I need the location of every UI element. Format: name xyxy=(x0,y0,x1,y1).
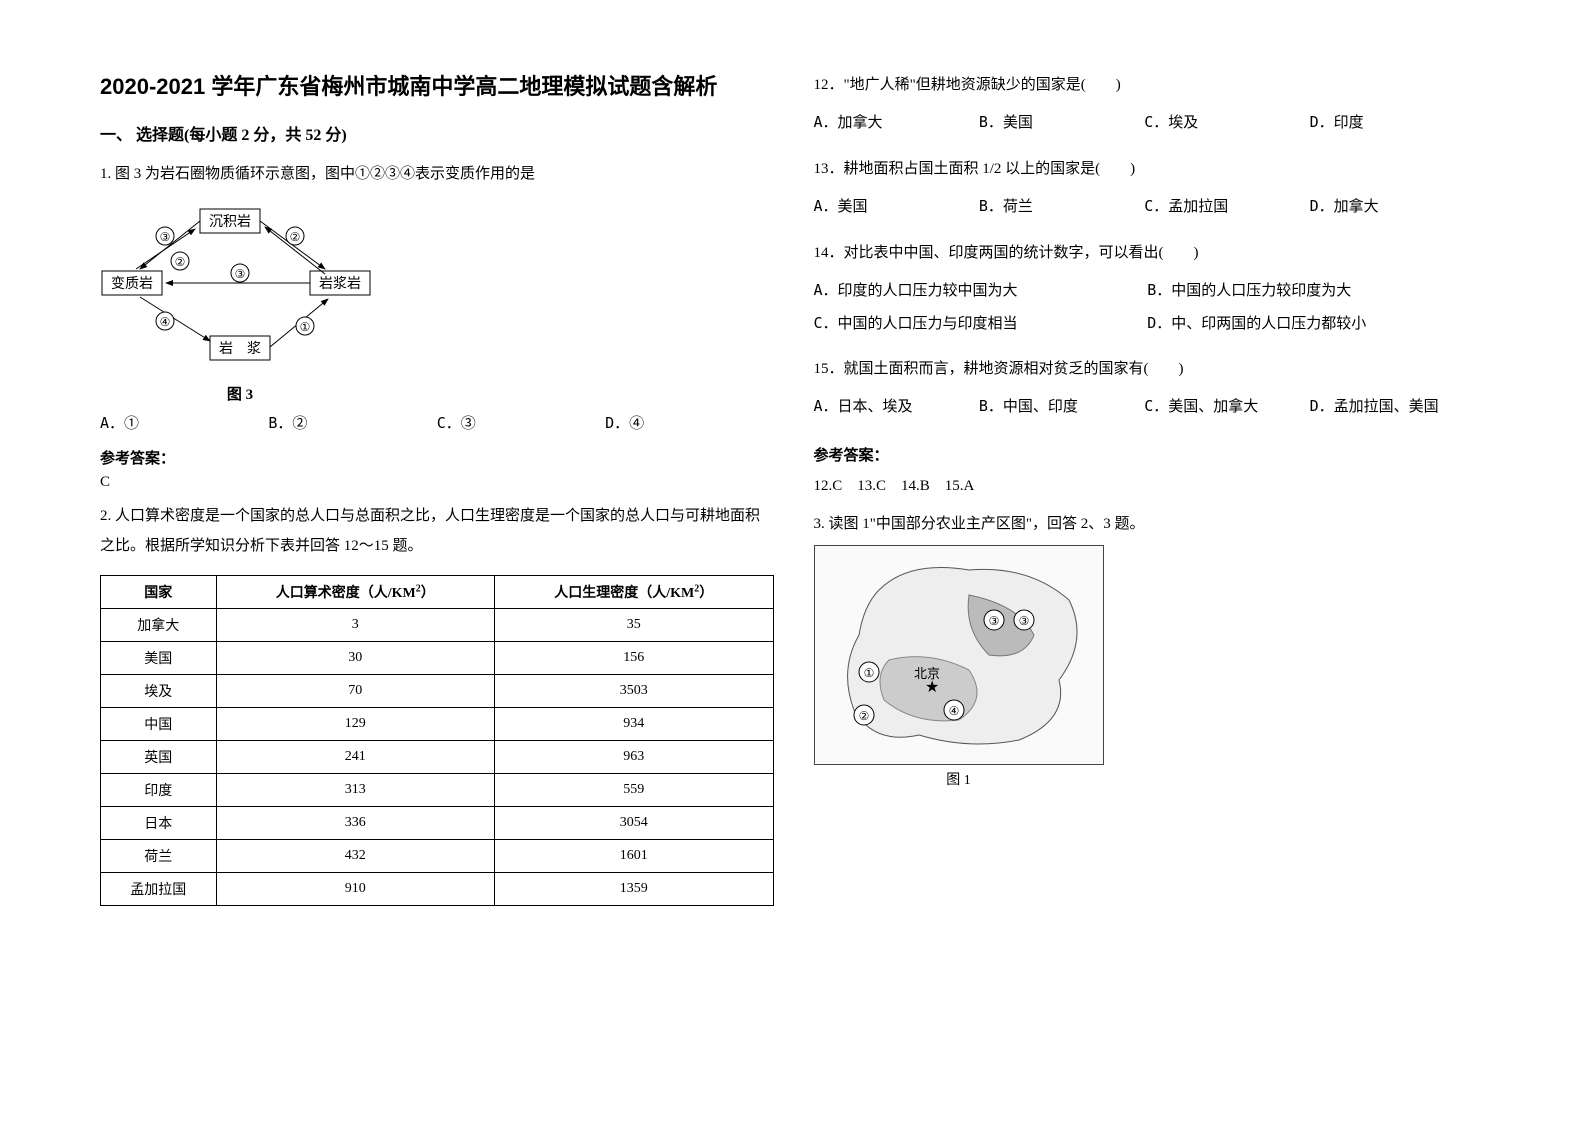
q1-stem: 1. 图 3 为岩石圈物质循环示意图，图中①②③④表示变质作用的是 xyxy=(100,159,774,189)
q13-a: A．美国 xyxy=(814,190,976,223)
q2-intro: 2. 人口算术密度是一个国家的总人口与总面积之比，人口生理密度是一个国家的总人口… xyxy=(100,501,774,561)
q15-b: B．中国、印度 xyxy=(979,390,1141,423)
svg-text:③: ③ xyxy=(235,267,246,281)
node-sed: 沉积岩 xyxy=(209,214,251,230)
q14-d: D．中、印两国的人口压力都较小 xyxy=(1147,307,1477,340)
fig1-caption: 图 1 xyxy=(814,769,1104,789)
section-head: 一、 选择题(每小题 2 分，共 52 分) xyxy=(100,121,774,145)
q14-a: A．印度的人口压力较中国为大 xyxy=(814,274,1144,307)
q1-opt-d: D．④ xyxy=(605,412,773,433)
th-phys: 人口生理密度（人/KM2） xyxy=(494,576,773,609)
th-arith: 人口算术密度（人/KM2） xyxy=(216,576,494,609)
q1-answer-label: 参考答案： xyxy=(100,447,774,468)
doc-title: 2020-2021 学年广东省梅州市城南中学高二地理模拟试题含解析 xyxy=(100,70,774,103)
svg-text:①: ① xyxy=(300,320,311,334)
node-magma: 岩 浆 xyxy=(219,341,261,357)
q13: 13．耕地面积占国土面积 1/2 以上的国家是( ) A．美国 B．荷兰 C．孟… xyxy=(814,154,1488,224)
table-row: 荷兰4321601 xyxy=(101,840,774,873)
node-meta: 变质岩 xyxy=(111,276,153,292)
node-ign: 岩浆岩 xyxy=(319,276,361,292)
table-row: 加拿大335 xyxy=(101,609,774,642)
svg-text:③: ③ xyxy=(988,614,999,628)
table-row: 孟加拉国9101359 xyxy=(101,873,774,906)
q14: 14．对比表中中国、印度两国的统计数字，可以看出( ) A．印度的人口压力较中国… xyxy=(814,238,1488,340)
svg-text:④: ④ xyxy=(948,704,959,718)
svg-text:②: ② xyxy=(858,709,869,723)
q15-stem: 15．就国土面积而言，耕地资源相对贫乏的国家有( ) xyxy=(814,354,1488,384)
svg-text:③: ③ xyxy=(160,230,171,244)
q15: 15．就国土面积而言，耕地资源相对贫乏的国家有( ) A．日本、埃及 B．中国、… xyxy=(814,354,1488,424)
q15-d: D．孟加拉国、美国 xyxy=(1310,390,1472,423)
q14-c: C．中国的人口压力与印度相当 xyxy=(814,307,1144,340)
svg-text:③: ③ xyxy=(1018,614,1029,628)
q13-d: D．加拿大 xyxy=(1310,190,1472,223)
q1-opt-a: A．① xyxy=(100,412,268,433)
table-row: 英国241963 xyxy=(101,741,774,774)
right-column: 12．"地广人稀"但耕地资源缺少的国家是( ) A．加拿大 B．美国 C．埃及 … xyxy=(814,70,1488,1052)
svg-text:①: ① xyxy=(863,666,874,680)
fig3-caption: 图 3 xyxy=(100,383,380,404)
q1-answer: C xyxy=(100,474,774,491)
q13-c: C．孟加拉国 xyxy=(1144,190,1306,223)
q14-stem: 14．对比表中中国、印度两国的统计数字，可以看出( ) xyxy=(814,238,1488,268)
svg-text:★: ★ xyxy=(925,679,939,696)
q12-c: C．埃及 xyxy=(1144,106,1306,139)
density-table: 国家 人口算术密度（人/KM2） 人口生理密度（人/KM2） 加拿大335美国3… xyxy=(100,575,774,906)
svg-text:②: ② xyxy=(175,255,186,269)
q15-a: A．日本、埃及 xyxy=(814,390,976,423)
q1-opt-b: B．② xyxy=(268,412,436,433)
q1-opt-c: C．③ xyxy=(437,412,605,433)
figure-3: 沉积岩 变质岩 岩浆岩 岩 浆 ② ③ ② ③ ④ ① xyxy=(100,201,380,381)
q3-stem: 3. 读图 1"中国部分农业主产区图"，回答 2、3 题。 xyxy=(814,509,1488,539)
q12-a: A．加拿大 xyxy=(814,106,976,139)
table-header-row: 国家 人口算术密度（人/KM2） 人口生理密度（人/KM2） xyxy=(101,576,774,609)
q13-stem: 13．耕地面积占国土面积 1/2 以上的国家是( ) xyxy=(814,154,1488,184)
q13-b: B．荷兰 xyxy=(979,190,1141,223)
q14-b: B．中国的人口压力较印度为大 xyxy=(1147,274,1477,307)
svg-text:②: ② xyxy=(290,230,301,244)
table-row: 日本3363054 xyxy=(101,807,774,840)
table-row: 美国30156 xyxy=(101,642,774,675)
answers2-text: 12.C 13.C 14.B 15.A xyxy=(814,471,1488,501)
q12-b: B．美国 xyxy=(979,106,1141,139)
q1-options: A．① B．② C．③ D．④ xyxy=(100,412,774,433)
left-column: 2020-2021 学年广东省梅州市城南中学高二地理模拟试题含解析 一、 选择题… xyxy=(100,70,774,1052)
th-country: 国家 xyxy=(101,576,217,609)
q15-c: C．美国、加拿大 xyxy=(1144,390,1306,423)
svg-text:④: ④ xyxy=(160,315,171,329)
table-row: 埃及703503 xyxy=(101,675,774,708)
q12-stem: 12．"地广人稀"但耕地资源缺少的国家是( ) xyxy=(814,70,1488,100)
figure-1-map: 北京 ★ ① ② ③ ③ ④ xyxy=(814,545,1104,765)
answers2-label: 参考答案： xyxy=(814,444,1488,465)
q12: 12．"地广人稀"但耕地资源缺少的国家是( ) A．加拿大 B．美国 C．埃及 … xyxy=(814,70,1488,140)
q12-d: D．印度 xyxy=(1310,106,1472,139)
table-row: 中国129934 xyxy=(101,708,774,741)
table-row: 印度313559 xyxy=(101,774,774,807)
